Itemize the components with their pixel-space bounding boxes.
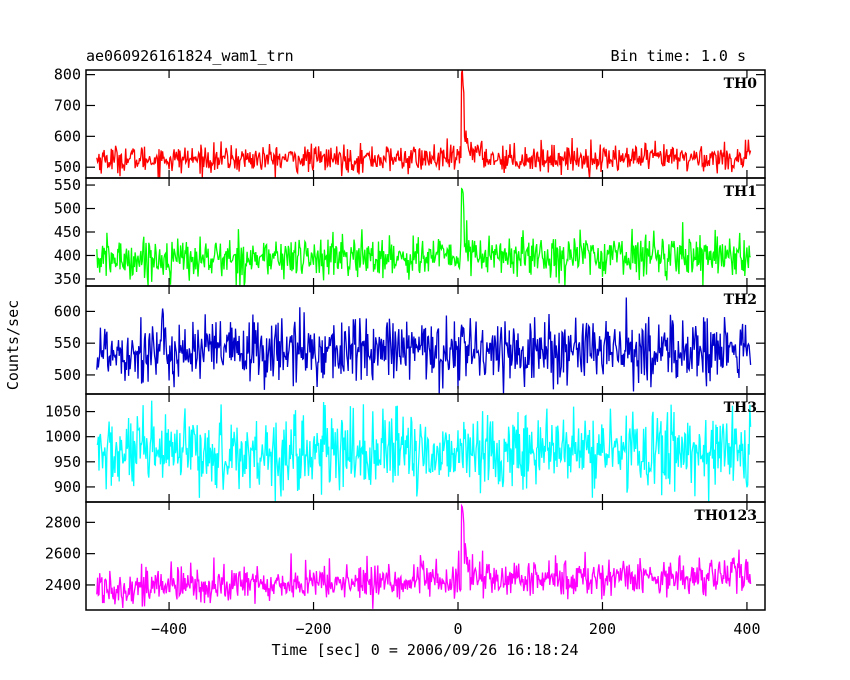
panel-th1: 350 400 450 500 550 TH1: [54, 176, 766, 288]
x-tick-label: 400: [733, 620, 760, 638]
y-tick-label: 500: [54, 366, 81, 384]
y-tick-label: 900: [54, 478, 81, 496]
chart-title: ae060926161824_wam1_trn: [86, 47, 294, 65]
y-tick-label: 1050: [45, 403, 81, 421]
series-line-th2: [96, 297, 752, 395]
x-tick-label: 200: [589, 620, 616, 638]
y-tick-label: 550: [54, 334, 81, 352]
panel-label: TH0123: [694, 508, 757, 524]
y-tick-label: 500: [54, 158, 81, 176]
panel-frame: [85, 501, 766, 611]
x-tick-label: −400: [151, 620, 187, 638]
panel-label: TH3: [724, 400, 757, 416]
series-line-th3: [96, 400, 752, 503]
y-tick-label: 400: [54, 246, 81, 264]
panel-th0123: 2400 2600 2800 TH0123: [45, 501, 766, 611]
y-tick-label: 2800: [45, 513, 81, 531]
x-tick-label: 0: [453, 620, 462, 638]
y-tick-label: 600: [54, 302, 81, 320]
series-line-th1: [96, 187, 751, 287]
y-tick-label: 600: [54, 127, 81, 145]
y-tick-label: 2600: [45, 545, 81, 563]
y-axis-label: Counts/sec: [4, 300, 22, 390]
y-tick-label: 2400: [45, 576, 81, 594]
series-line-th0: [96, 69, 752, 179]
series-line-th0123: [96, 503, 752, 609]
bin-time-label: Bin time: 1.0 s: [611, 47, 746, 65]
panel-th0: 500 600 700 800 TH0: [54, 66, 766, 179]
panel-label: TH0: [724, 76, 758, 92]
y-tick-label: 800: [54, 66, 81, 84]
panel-label: TH2: [724, 292, 757, 308]
x-axis-label: Time [sec] 0 = 2006/09/26 16:18:24: [271, 641, 578, 659]
y-tick-label: 950: [54, 453, 81, 471]
panel-th2: 500 550 600 TH2: [54, 285, 766, 395]
y-tick-label: 450: [54, 223, 81, 241]
y-tick-label: 500: [54, 200, 81, 218]
y-tick-label: 1000: [45, 428, 81, 446]
y-tick-label: 350: [54, 270, 81, 288]
y-tick-label: 550: [54, 176, 81, 194]
panel-th3: 900 950 1000 1050 TH3: [45, 393, 766, 503]
y-tick-label: 700: [54, 96, 81, 114]
panel-label: TH1: [724, 184, 757, 200]
x-tick-label: −200: [295, 620, 331, 638]
